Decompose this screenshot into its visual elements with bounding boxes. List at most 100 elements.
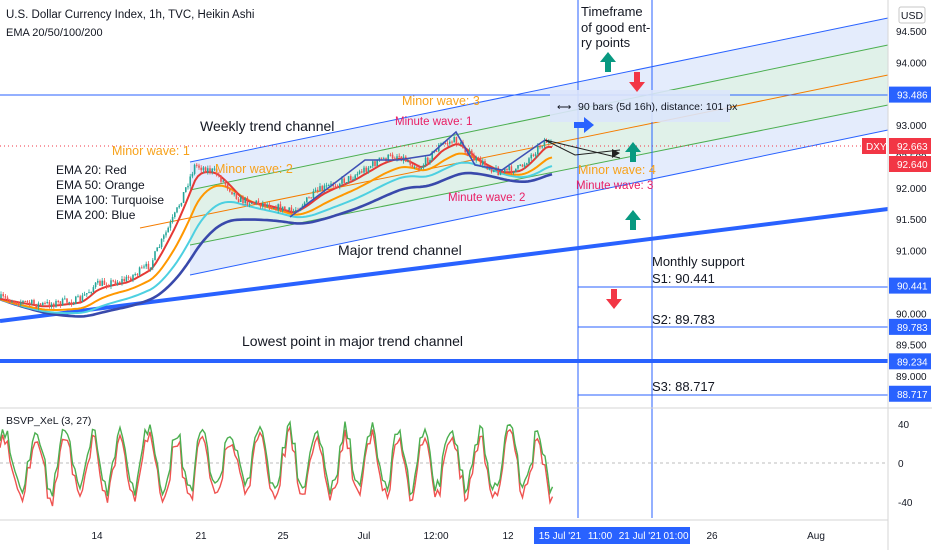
candle-body [13,301,15,303]
price-level-tag [889,353,931,370]
candle-body [79,296,81,302]
candle-body [341,178,343,184]
candle-body [251,202,253,204]
candle-body [105,284,108,287]
candle-body [235,192,238,200]
candle-body [352,179,354,181]
candle-body [367,167,370,172]
candle-body [279,204,282,212]
candle-body [182,192,185,203]
weekly-channel-mid [139,74,889,229]
candle-body [314,189,317,192]
candle-body [288,207,290,211]
candle-body [356,173,359,176]
candle-body [361,171,363,173]
price-last-tag [889,138,931,154]
major-channel-label: Major trend channel [338,242,462,258]
candle-body [178,205,180,208]
candle-body [171,217,174,223]
candle-body [226,184,229,189]
minute-wave-3-label: Minute wave: 3 [576,180,653,192]
candle-body [202,167,205,171]
candle-body [88,292,90,294]
currency-label: USD [901,10,924,22]
price-level-tag [889,318,931,335]
candle-body [158,247,161,249]
price-level-tag [889,385,931,402]
candle-body [506,168,508,171]
candle-body [409,161,411,165]
candle-body [374,161,376,166]
candle-body [286,210,288,212]
price-tick: 94.000 [896,58,927,69]
candle-body [97,280,99,283]
candle-body [110,280,112,287]
candle-body [220,175,222,182]
candle-body [512,172,515,174]
time-label-21: 21 [195,531,207,542]
candle-body [363,167,365,173]
candle-body [72,304,75,306]
candle-body [429,160,431,163]
candle-body [328,185,330,187]
time-highlight-box [534,527,690,544]
price-tick: 94.500 [896,27,927,38]
price-tick: 93.000 [896,121,927,132]
candle-body [277,204,279,211]
candle-body [537,145,539,155]
green-up-arrow-mid [625,142,641,162]
symbol-tag [862,138,886,154]
candle-body [345,182,348,184]
candle-body [446,143,449,145]
red-down-arrow-low [606,289,622,309]
candle-body [26,301,29,303]
candle-body [174,212,176,218]
time-label-26: 26 [706,531,718,542]
candle-body [330,183,332,186]
candle-body [372,161,374,167]
candle-body [497,167,499,176]
candle-body [499,171,502,176]
candle-body [11,301,13,303]
candle-body [420,168,422,170]
candle-body [376,160,378,166]
time-label-12: 12 [502,531,514,542]
candle-body [416,166,418,168]
candle-body [532,154,535,156]
candle-body [526,163,528,165]
candle-body [369,166,372,168]
candle-body [28,302,31,304]
candle-body [510,166,513,173]
candle-body [132,274,134,281]
candle-body [259,204,262,207]
price-level-tag [889,86,931,103]
candle-body [378,157,381,161]
candle-body [471,150,473,155]
ema-legend-3: EMA 200: Blue [56,208,136,222]
time-highlight-1: 11:00 [588,531,613,542]
time-label-jul: Jul [358,531,371,542]
candle-body [193,164,196,174]
currency-box[interactable] [898,6,926,24]
candle-body [70,302,73,305]
candle-body [207,168,209,173]
candle-body [167,227,169,233]
green-up-arrow-top [600,52,616,72]
candle-body [418,167,420,170]
candle-body [534,154,537,156]
candle-body [50,303,53,307]
candle-body [435,150,438,152]
candle-body [490,168,493,172]
candle-body [484,160,486,166]
price-last-text: 92.640 [897,160,928,171]
candle-body [37,303,40,308]
candle-body [350,176,352,181]
candle-body [523,164,526,167]
monthly-support-label: Monthly support [652,254,745,269]
candle-body [268,204,271,208]
candle-body [389,154,392,156]
candle-body [75,296,77,305]
candle-body [180,202,183,206]
price-level-text: 89.783 [897,323,928,334]
